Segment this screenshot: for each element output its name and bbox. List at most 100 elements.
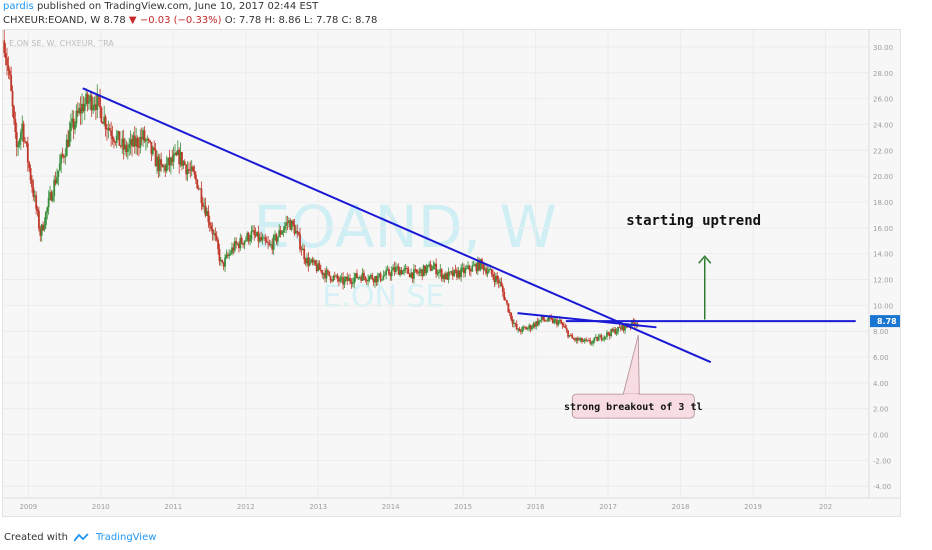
- chart-panel[interactable]: EOAND, W E.ON SE E.ON SE, W, CHXEUR, TRA 3…: [2, 29, 901, 517]
- candle-body: [401, 270, 404, 275]
- time-tick-label: 2015: [454, 503, 472, 511]
- candle-body: [576, 338, 579, 341]
- candle-body: [61, 154, 64, 156]
- candle-body: [460, 267, 463, 278]
- candle-body: [621, 324, 624, 330]
- candle-body: [589, 340, 592, 344]
- candle-body: [182, 161, 185, 166]
- candle-body: [438, 271, 440, 274]
- price-tick-label: 0.00: [873, 432, 889, 440]
- candle-body: [215, 235, 218, 240]
- price-tick-label: 4.00: [873, 380, 889, 388]
- candle-body: [131, 139, 133, 147]
- candle-body: [306, 257, 308, 264]
- candle-body: [356, 273, 358, 279]
- candle-body: [493, 277, 496, 283]
- candle-body: [7, 65, 10, 71]
- candle-body: [451, 271, 454, 277]
- candle-body: [560, 319, 563, 324]
- candle-body: [449, 271, 451, 273]
- candle-body: [6, 57, 8, 66]
- candle-body: [171, 157, 174, 162]
- candle-body: [142, 130, 144, 140]
- candle-body: [528, 325, 531, 328]
- candle-body: [513, 323, 515, 324]
- candle-body: [514, 323, 517, 325]
- candle-body: [340, 277, 343, 278]
- candle-body: [540, 316, 543, 320]
- candle-body: [88, 101, 90, 104]
- candle-body: [204, 205, 207, 216]
- symbol-name: CHXEUR:EOAND, W: [3, 15, 101, 26]
- candle-body: [278, 230, 281, 237]
- candle-body: [339, 277, 342, 282]
- candle-body: [631, 320, 633, 327]
- candle-body: [599, 335, 601, 338]
- candle-body: [247, 233, 250, 242]
- candle-body: [535, 321, 538, 327]
- price-tick-label: 8.00: [873, 328, 889, 336]
- price-chart[interactable]: EOAND, W E.ON SE E.ON SE, W, CHXEUR, TRA 3…: [3, 30, 900, 516]
- candle-body: [335, 275, 338, 277]
- time-tick-label: 2013: [309, 503, 327, 511]
- candle-body: [156, 156, 158, 167]
- candle-body: [349, 277, 351, 282]
- candle-body: [299, 234, 301, 250]
- candle-body: [33, 195, 36, 197]
- candle-body: [354, 273, 357, 278]
- candle-body: [168, 157, 171, 166]
- candle-body: [586, 340, 589, 341]
- candle-body: [179, 152, 182, 165]
- tradingview-link[interactable]: TradingView: [95, 532, 157, 543]
- candle-body: [481, 259, 483, 264]
- candle-body: [265, 241, 268, 243]
- candle-body: [217, 239, 219, 250]
- candle-body: [500, 281, 503, 287]
- candle-body: [518, 328, 521, 332]
- time-tick-label: 2009: [19, 503, 37, 511]
- candle-body: [203, 205, 206, 207]
- candle-body: [14, 118, 17, 132]
- candle-body: [592, 340, 594, 344]
- candle-body: [494, 275, 497, 283]
- down-triangle-icon: ▼: [128, 15, 137, 26]
- candle-body: [150, 142, 153, 155]
- candle-body: [561, 323, 564, 326]
- breakout-callout-label: strong breakout of 3 tl: [564, 402, 702, 413]
- candle-body: [229, 253, 232, 255]
- candle-body: [267, 242, 269, 244]
- candle-body: [28, 162, 31, 168]
- candle-body: [618, 326, 621, 328]
- candle-body: [4, 53, 7, 58]
- price-tick-label: 18.00: [873, 199, 893, 207]
- candle-body: [606, 332, 608, 337]
- candle-body: [114, 141, 117, 143]
- candle-body: [281, 232, 283, 235]
- candle-body: [533, 323, 536, 327]
- candle-body: [579, 338, 582, 340]
- candle-body: [383, 274, 386, 276]
- candle-body: [343, 279, 346, 285]
- candle-body: [582, 341, 585, 342]
- candle-body: [72, 118, 75, 130]
- candle-body: [365, 280, 368, 282]
- candle-body: [328, 271, 331, 276]
- candle-body: [125, 144, 128, 153]
- candle-body: [108, 128, 111, 131]
- candle-body: [538, 320, 540, 325]
- candle-body: [256, 231, 258, 236]
- callout-pointer: [622, 334, 640, 395]
- trendline-1[interactable]: [82, 87, 712, 364]
- candle-body: [283, 225, 286, 230]
- candle-body: [235, 241, 238, 245]
- candle-body: [492, 274, 494, 278]
- last-price-label: 8.78: [877, 317, 897, 326]
- candle-body: [101, 122, 104, 124]
- candle-body: [144, 140, 147, 142]
- candle-body: [135, 137, 138, 147]
- candle-body: [443, 274, 446, 280]
- author-link[interactable]: pardis: [3, 1, 34, 12]
- candle-body: [57, 170, 60, 177]
- candle-body: [310, 259, 313, 262]
- candle-body: [551, 318, 554, 323]
